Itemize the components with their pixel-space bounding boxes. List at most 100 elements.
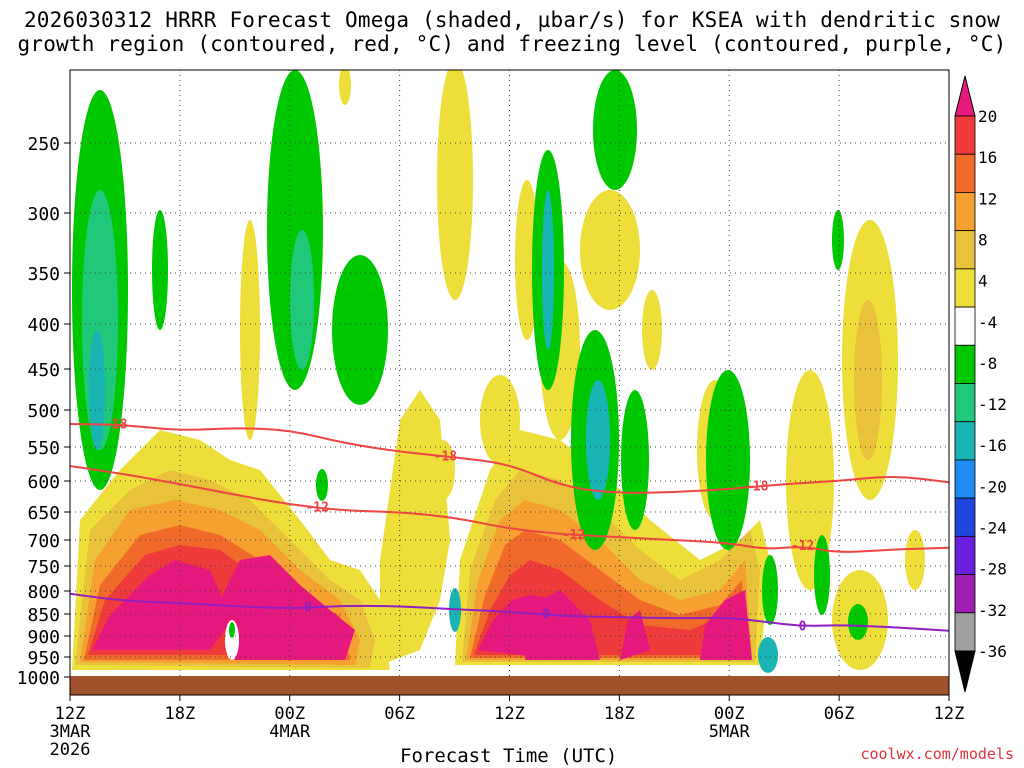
omega-region-magenta-6: [700, 590, 752, 660]
colorbar-label-11: -28: [978, 560, 1007, 579]
colorbar-label-3: 8: [978, 230, 988, 249]
colorbar-band-3: [954, 230, 976, 270]
colorbar-label-2: 12: [978, 189, 997, 208]
omega-downward-cyan-col-12: [758, 637, 778, 673]
omega-streak-yellow-7: [240, 220, 260, 440]
chart-title-line-2: growth region (contoured, red, °C) and f…: [17, 32, 1007, 56]
contour-label-minus18-2: -18: [745, 480, 769, 495]
x-tick-label-48: 12Z: [934, 704, 965, 724]
x-tick-label-18: 06Z: [384, 704, 415, 724]
omega-downward-cyan-col-5: [542, 190, 554, 350]
y-tick-label-800: 800: [27, 582, 60, 603]
x-tick-label-12: 00Z: [274, 704, 305, 724]
y-tick-label-850: 850: [27, 605, 60, 626]
contour-label-0-0: 0: [304, 601, 312, 616]
colorbar-label-10: -24: [978, 519, 1007, 538]
colorbar-band-9: [954, 459, 976, 499]
x-tick-date-12: 4MAR: [269, 722, 311, 742]
omega-downward-green-col-2: [152, 210, 168, 330]
contour-lines: -18 -18 -18 -12 -12 -12 0 0 0: [70, 418, 949, 634]
terrain: [70, 676, 949, 695]
contour-label-minus18-0: -18: [104, 418, 128, 433]
x-tick-label-6: 18Z: [165, 704, 196, 724]
omega-streak-yellow-5: [642, 290, 662, 370]
colorbar-label-9: -20: [978, 477, 1007, 496]
y-tick-label-600: 600: [27, 472, 60, 493]
colorbar-band-10: [954, 497, 976, 537]
contour-line-minus18-0: [70, 423, 949, 494]
omega-streak-yellow-9: [480, 375, 520, 465]
omega-downward-green-col-14: [316, 469, 328, 501]
colorbar-label-7: -12: [978, 395, 1007, 414]
omega-region-magenta-1: [92, 560, 232, 650]
contour-label-0-1: 0: [542, 608, 550, 623]
colorbar-label-5: -4: [978, 313, 997, 332]
omega-downward-green-small: [229, 622, 235, 638]
colorbar-band-8: [954, 421, 976, 461]
omega-downward-green-col-11: [814, 535, 830, 615]
omega-downward-green-col-6: [593, 70, 637, 190]
colorbar-band-6: [954, 344, 976, 384]
y-tick-label-750: 750: [27, 557, 60, 578]
omega-downward-cyan-col-7: [586, 380, 610, 500]
colorbar-band-2: [954, 192, 976, 232]
contour-label-minus18-1: -18: [434, 449, 458, 464]
omega-gap-white: [225, 620, 239, 660]
omega-streak-yellow-1: [339, 70, 351, 105]
colorbar-band-0: [954, 115, 976, 155]
colorbar-label-12: -32: [978, 601, 1007, 620]
omega-downward-green-col-8: [621, 390, 649, 530]
y-tick-label-500: 500: [27, 401, 60, 422]
contour-label-minus12-2: -12: [791, 539, 814, 554]
x-tick-label-30: 18Z: [604, 704, 635, 724]
colorbar-label-4: 4: [978, 272, 988, 291]
contour-label-minus12-0: -12: [305, 501, 328, 516]
colorbar-label-8: -16: [978, 436, 1007, 455]
x-tick-label-0: 12Z: [55, 704, 86, 724]
x-tick-label-42: 06Z: [824, 704, 855, 724]
omega-streak-gold-8: [854, 300, 882, 460]
omega-streak-yellow-4: [580, 190, 640, 310]
x-tick-label-36: 00Z: [714, 704, 745, 724]
colorbar-band-12: [954, 574, 976, 614]
x-tick-date-36: 5MAR: [709, 722, 751, 742]
contour-label-0-2: 0: [799, 619, 807, 634]
y-tick-label-900: 900: [27, 627, 60, 648]
omega-streak-yellow-2: [437, 70, 473, 300]
gridlines: [70, 70, 949, 695]
y-tick-label-550: 550: [27, 438, 60, 459]
y-tick-label-950: 950: [27, 648, 60, 669]
y-tick-label-450: 450: [27, 360, 60, 381]
omega-downward-green-col-4: [332, 255, 388, 405]
colorbar-band-1: [954, 153, 976, 193]
y-tick-label-1000: 1000: [17, 668, 60, 689]
credit-text: coolwx.com/models: [860, 745, 1014, 763]
colorbar-band-11: [954, 535, 976, 575]
contour-label-minus12-1: -12: [562, 528, 585, 543]
x-axis-label: Forecast Time (UTC): [400, 745, 618, 767]
omega-streak-yellow-13: [905, 530, 925, 590]
omega-shading: [72, 70, 925, 673]
x-tick-year-0: 2026: [50, 740, 91, 760]
y-tick-label-350: 350: [27, 264, 60, 285]
x-tick-date-0: 3MAR: [50, 722, 92, 742]
y-tick-label-300: 300: [27, 204, 60, 225]
y-tick-label-700: 700: [27, 531, 60, 552]
omega-region-magenta-5: [620, 610, 650, 660]
contour-line-0-2: [70, 592, 949, 632]
y-tick-label-650: 650: [27, 503, 60, 524]
colorbar-over-arrow: [954, 75, 976, 117]
colorbar-label-1: 16: [978, 148, 997, 167]
axes: 2503003504004505005506006507007508008509…: [17, 134, 965, 760]
y-tick-label-250: 250: [27, 134, 60, 155]
omega-downward-green-col-13: [848, 604, 868, 640]
omega-downward-cyan-col-1: [89, 330, 105, 450]
omega-downward-green-col-9: [706, 370, 750, 550]
colorbar-label-6: -8: [978, 354, 997, 373]
chart-title-line-1: 2026030312 HRRR Forecast Omega (shaded, …: [23, 8, 1001, 32]
contour-line-minus12-1: [70, 465, 949, 553]
y-tick-label-400: 400: [27, 315, 60, 336]
colorbar-band-13: [954, 612, 976, 652]
omega-downward-green-col-12: [762, 555, 778, 625]
